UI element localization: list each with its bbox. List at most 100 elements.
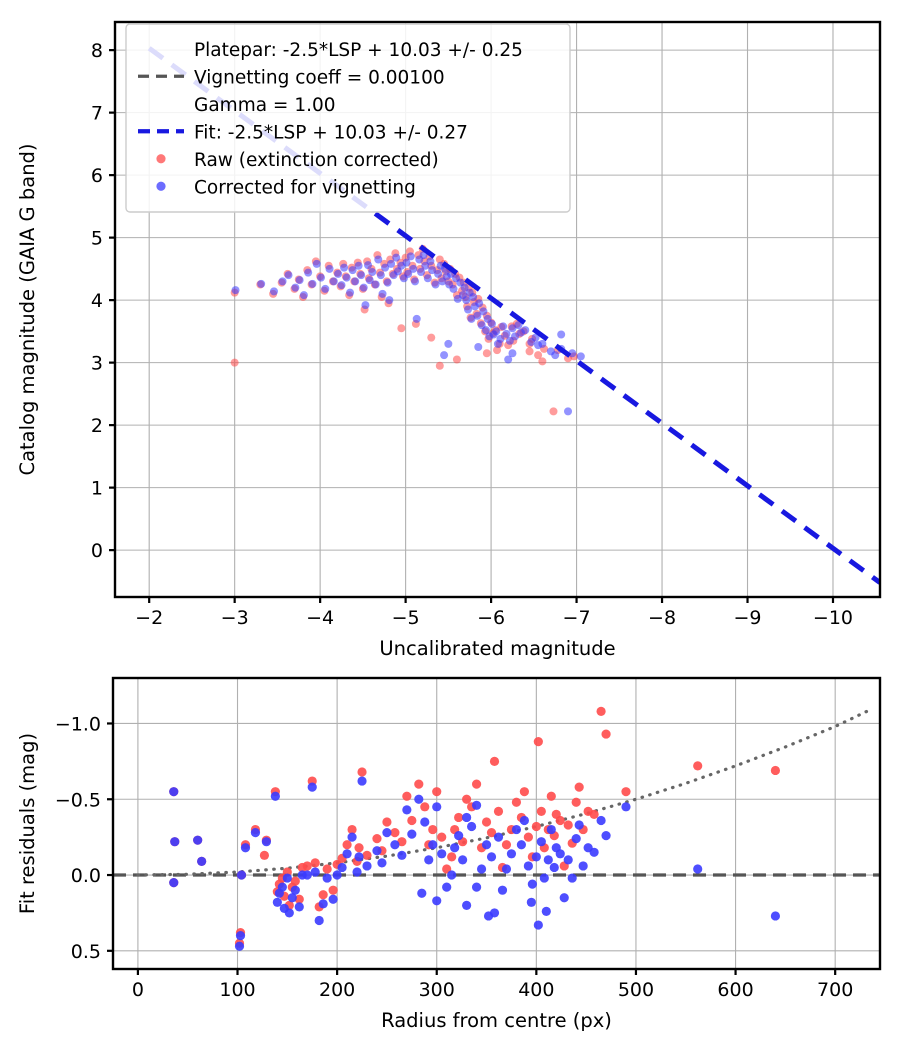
data-point xyxy=(486,827,497,838)
legend-entry[interactable]: Platepar: -2.5*LSP + 10.03 +/- 0.25 xyxy=(194,40,523,61)
data-point xyxy=(278,277,287,286)
x-tick-label: 100 xyxy=(219,979,255,1001)
data-point xyxy=(364,261,373,270)
data-point xyxy=(361,301,370,310)
data-point xyxy=(770,765,781,776)
data-point xyxy=(340,263,349,272)
data-point xyxy=(250,827,261,838)
data-point xyxy=(302,861,312,871)
data-point xyxy=(417,888,427,898)
data-point xyxy=(294,902,304,912)
data-point xyxy=(539,873,549,883)
data-point xyxy=(493,832,504,842)
legend-entry[interactable]: Raw (extinction corrected) xyxy=(156,150,439,171)
data-point xyxy=(467,314,476,323)
data-point xyxy=(316,273,325,282)
data-point xyxy=(474,343,483,351)
data-point xyxy=(406,252,415,261)
data-point xyxy=(506,849,517,859)
data-point xyxy=(415,255,424,264)
data-point xyxy=(381,263,390,272)
data-point xyxy=(454,831,464,841)
data-point xyxy=(328,894,338,904)
data-point xyxy=(357,776,367,786)
y-axis-title: Catalog magnitude (GAIA G band) xyxy=(16,143,39,475)
data-point xyxy=(332,870,342,880)
data-point xyxy=(423,274,432,283)
legend-label: Corrected for vignetting xyxy=(194,177,416,198)
data-point xyxy=(424,855,434,865)
data-point xyxy=(294,894,304,904)
data-point xyxy=(693,864,703,874)
data-point xyxy=(259,850,270,860)
legend-marker-blue-dot-icon xyxy=(156,181,166,191)
y-tick-label: −0.5 xyxy=(55,789,101,811)
data-point xyxy=(322,873,332,883)
data-point xyxy=(493,339,502,348)
data-point xyxy=(508,324,517,333)
legend-entry[interactable]: Corrected for vignetting xyxy=(156,177,416,198)
data-point xyxy=(555,849,565,859)
data-point xyxy=(527,338,536,346)
data-point xyxy=(428,840,438,850)
legend-marker-red-dot-icon xyxy=(156,154,166,164)
data-point xyxy=(493,346,502,355)
data-point xyxy=(428,266,437,275)
data-point xyxy=(282,873,292,883)
data-point xyxy=(322,864,332,874)
y-tick-label: −1.0 xyxy=(55,713,101,735)
data-point xyxy=(511,824,522,835)
legend-entry[interactable]: Gamma = 1.00 xyxy=(194,95,336,116)
legend-entry[interactable]: Fit: -2.5*LSP + 10.03 +/- 0.27 xyxy=(138,122,468,143)
data-point xyxy=(362,861,372,871)
data-point xyxy=(318,899,328,909)
data-point xyxy=(372,834,382,844)
y-tick-label: 0.5 xyxy=(71,941,101,963)
data-point xyxy=(770,911,781,921)
data-point xyxy=(471,779,482,789)
x-tick-label: 500 xyxy=(618,979,654,1001)
data-point xyxy=(621,787,631,797)
legend-label: Platepar: -2.5*LSP + 10.03 +/- 0.25 xyxy=(194,40,523,61)
y-tick-label: 5 xyxy=(91,228,103,250)
data-point xyxy=(481,840,492,850)
data-point xyxy=(531,852,541,862)
data-point xyxy=(310,858,320,868)
data-point xyxy=(442,864,452,874)
data-point xyxy=(440,351,449,360)
plot-background xyxy=(113,678,880,969)
data-point xyxy=(497,885,508,895)
data-point xyxy=(516,840,527,850)
x-tick-label: 0 xyxy=(132,979,144,1001)
data-point xyxy=(470,302,479,311)
y-tick-label: 8 xyxy=(91,40,103,62)
data-point xyxy=(240,843,251,853)
data-point xyxy=(574,782,584,792)
x-tick-label: −3 xyxy=(221,607,249,629)
legend-entry[interactable]: Vignetting coeff = 0.00100 xyxy=(138,67,445,88)
data-point xyxy=(347,832,357,842)
data-point xyxy=(471,800,482,810)
series-corrected xyxy=(169,776,781,951)
data-point xyxy=(486,852,497,862)
data-point xyxy=(169,787,179,797)
data-point xyxy=(328,885,338,895)
data-point xyxy=(571,797,581,807)
data-point xyxy=(169,878,179,888)
data-point xyxy=(601,729,611,739)
data-point xyxy=(383,278,392,287)
x-tick-label: 700 xyxy=(817,979,853,1001)
data-point xyxy=(412,314,421,323)
data-point xyxy=(481,817,492,827)
data-point xyxy=(576,352,585,361)
data-point xyxy=(399,274,408,283)
data-point xyxy=(284,271,293,280)
legend-label: Gamma = 1.00 xyxy=(194,95,336,116)
data-point xyxy=(193,835,203,845)
data-point xyxy=(517,328,526,337)
data-point xyxy=(402,805,412,815)
y-tick-label: 3 xyxy=(91,353,103,375)
data-point xyxy=(427,333,436,342)
data-point xyxy=(549,407,558,416)
